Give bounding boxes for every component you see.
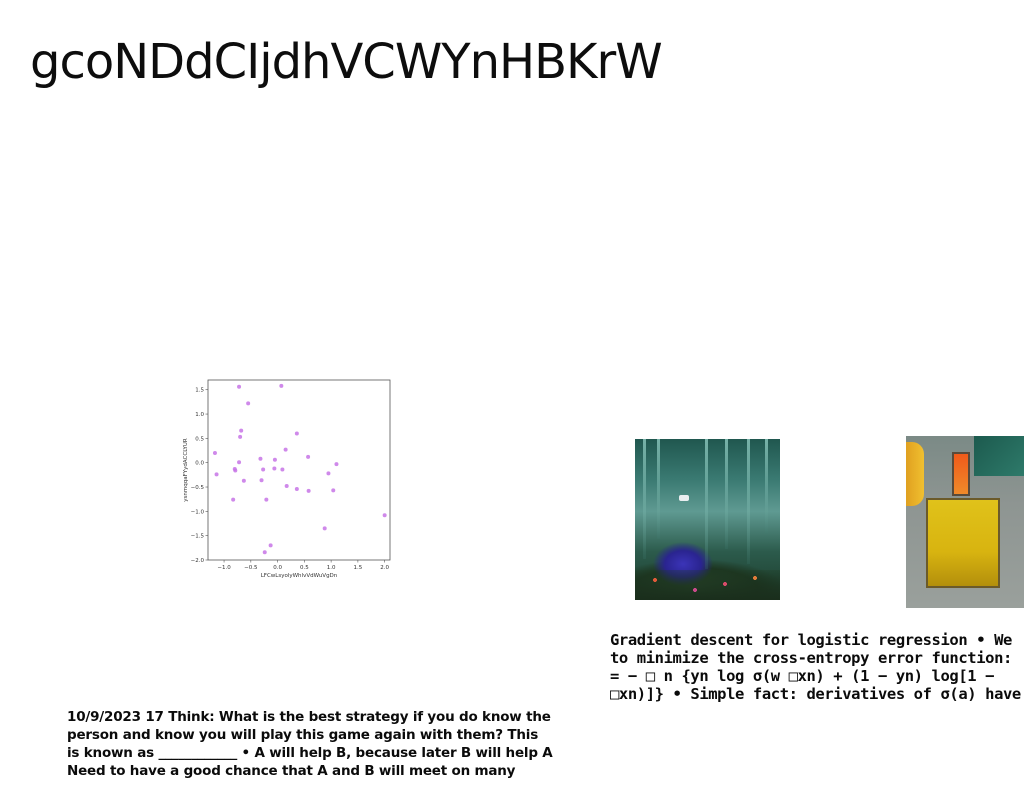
text-line: □xn)]} • Simple fact: derivatives of σ(a… (610, 685, 1021, 703)
data-point (233, 468, 238, 473)
plants (974, 436, 1024, 476)
data-point (294, 431, 299, 436)
text-line: person and know you will play this game … (67, 727, 539, 743)
y-tick-label: 0.5 (195, 436, 204, 442)
data-point (212, 450, 217, 455)
data-point (294, 486, 299, 491)
yellow-counter (926, 498, 1000, 588)
text-line: Need to have a good chance that A and B … (67, 763, 516, 779)
data-point (214, 472, 219, 477)
data-point (237, 460, 242, 465)
lamp-icon (679, 495, 689, 501)
data-point (322, 526, 327, 531)
flowers (635, 570, 780, 600)
text-line: Gradient descent for logistic regression… (610, 631, 1012, 649)
data-point (259, 478, 264, 483)
kitchen-topdown-photo (906, 436, 1024, 608)
page-title: gcoNDdCIjdhVCWYnHBKrW (30, 34, 663, 90)
data-point (306, 454, 311, 459)
y-tick-label: 0.0 (195, 461, 204, 467)
data-point (261, 467, 266, 472)
data-point (258, 456, 263, 461)
data-point (241, 478, 246, 483)
y-tick-label: 1.5 (195, 388, 204, 394)
scatter-chart: −1.0 −0.5 0.0 0.5 1.0 1.5 2.0 1.5 1.0 0.5 0.0 −0.5 −… (182, 376, 396, 586)
text-line: 10/9/2023 17 Think: What is the best str… (67, 709, 551, 725)
strategy-text: 10/9/2023 17 Think: What is the best str… (67, 708, 553, 780)
data-point (239, 428, 244, 433)
x-axis-label: LFCwLsyolyWhlvVdWuVgDn (261, 573, 338, 579)
data-point (280, 467, 285, 472)
x-tick-label: 0.0 (273, 565, 282, 571)
x-tick-label: 1.0 (327, 565, 336, 571)
x-tick-label: −1.0 (217, 565, 231, 571)
y-tick-label: −1.5 (191, 534, 205, 540)
forest-willow-photo (635, 439, 780, 600)
x-tick-label: 2.0 (380, 565, 389, 571)
data-point (326, 471, 331, 476)
data-point (272, 466, 277, 471)
data-point (264, 497, 269, 502)
x-tick-label: 1.5 (354, 565, 363, 571)
data-point (334, 462, 339, 467)
text-line: to minimize the cross-entropy error func… (610, 649, 1012, 667)
data-point (382, 513, 387, 518)
fireplace (952, 452, 970, 496)
y-tick-label: −0.5 (191, 485, 205, 491)
umbrella (906, 442, 924, 506)
data-point (284, 484, 289, 489)
data-point (262, 550, 267, 555)
data-point (246, 401, 251, 406)
text-line: is known as ____________ • A will help B… (67, 745, 553, 761)
text-line: = − □ n {yn log σ(w □xn) + (1 − yn) log[… (610, 667, 995, 685)
data-point (331, 488, 336, 493)
logistic-regression-text: Gradient descent for logistic regression… (610, 631, 1021, 703)
y-tick-label: −1.0 (191, 509, 205, 515)
x-tick-label: 0.5 (300, 565, 309, 571)
data-point (231, 497, 236, 502)
y-tick-label: 1.0 (195, 412, 204, 418)
y-axis-label: ysnmqqaFYydACCLYUR (183, 438, 189, 502)
data-point (283, 447, 288, 452)
scatter-plot: −1.0 −0.5 0.0 0.5 1.0 1.5 2.0 1.5 1.0 0.5 0.0 −0.5 −… (183, 379, 391, 579)
data-point (306, 488, 311, 493)
data-point (279, 383, 284, 388)
data-point (238, 434, 243, 439)
plot-frame (207, 379, 391, 561)
data-point (237, 384, 242, 389)
data-point (268, 543, 273, 548)
data-point (272, 457, 277, 462)
y-tick-label: −2.0 (191, 558, 205, 564)
x-tick-label: −0.5 (244, 565, 258, 571)
